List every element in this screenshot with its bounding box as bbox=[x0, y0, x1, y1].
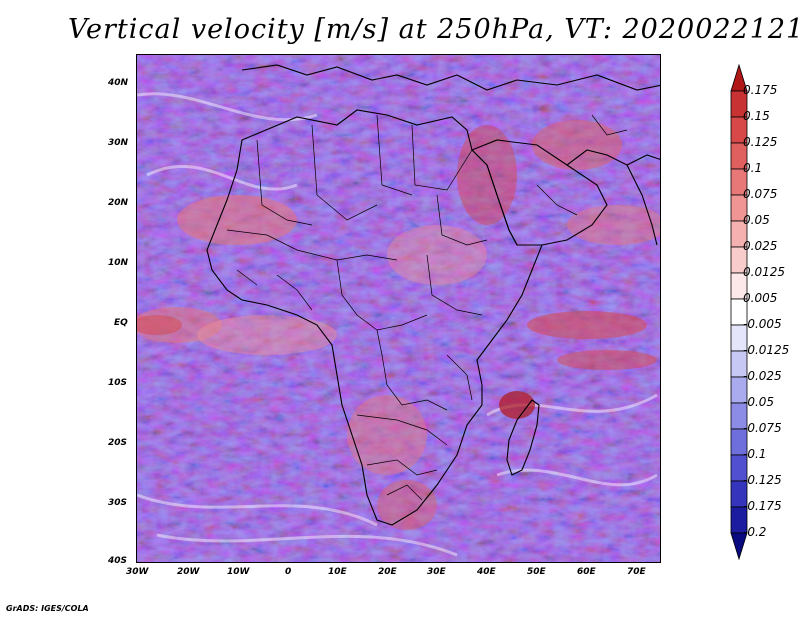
colorbar-label: 0.05 bbox=[743, 213, 770, 227]
colorbar-label: 0.1 bbox=[743, 161, 763, 175]
colorbar-label: 0.15 bbox=[743, 109, 770, 123]
colorbar-label: 0.175 bbox=[743, 83, 778, 97]
lon-tick-label: 60E bbox=[577, 567, 596, 577]
colorbar-label: -0.075 bbox=[743, 421, 782, 435]
lon-tick-label: 50E bbox=[527, 567, 546, 577]
colorbar-label: 0.125 bbox=[743, 135, 778, 149]
lon-tick-label: 0 bbox=[285, 567, 292, 577]
colorbar-label: 0.0125 bbox=[743, 265, 785, 279]
colorbar-label: -0.005 bbox=[743, 317, 782, 331]
colorbar-label: 0.005 bbox=[743, 291, 778, 305]
lon-tick-label: 20W bbox=[177, 567, 200, 577]
lat-tick-label: 40S bbox=[108, 556, 128, 566]
lon-tick-label: 30W bbox=[126, 567, 149, 577]
coastlines bbox=[206, 64, 660, 526]
lat-tick-label: 30S bbox=[108, 498, 128, 508]
colorbar-label: -0.05 bbox=[743, 395, 775, 409]
country-borders bbox=[226, 114, 628, 501]
lat-tick-label: 20S bbox=[108, 438, 128, 448]
colorbar-label: -0.025 bbox=[743, 369, 782, 383]
lon-tick-label: 40E bbox=[477, 567, 496, 577]
colorbar-bottom-arrow bbox=[730, 532, 748, 560]
colorbar-label: -0.2 bbox=[743, 525, 767, 539]
lat-tick-label: 40N bbox=[108, 78, 129, 88]
colorbar-label: 0.075 bbox=[743, 187, 778, 201]
lat-tick-label: 30N bbox=[108, 138, 129, 148]
lon-tick-label: 70E bbox=[627, 567, 646, 577]
lon-tick-label: 10E bbox=[328, 567, 347, 577]
credit-text: GrADS: IGES/COLA bbox=[6, 604, 89, 613]
lat-tick-label: EQ bbox=[114, 318, 128, 328]
map-panel bbox=[136, 54, 661, 563]
velocity-field-map bbox=[137, 55, 660, 562]
colorbar-label: 0.025 bbox=[743, 239, 778, 253]
lat-tick-label: 10N bbox=[108, 258, 129, 268]
chart-title: Vertical velocity [m/s] at 250hPa, VT: 2… bbox=[68, 14, 800, 45]
colorbar-label: -0.1 bbox=[743, 447, 767, 461]
lat-tick-label: 20N bbox=[108, 198, 129, 208]
upward-motion-regions bbox=[137, 120, 660, 530]
lon-tick-label: 20E bbox=[378, 567, 397, 577]
lon-tick-label: 10W bbox=[227, 567, 250, 577]
colorbar-label: -0.175 bbox=[743, 499, 782, 513]
colorbar-label: -0.0125 bbox=[743, 343, 790, 357]
lon-tick-label: 30E bbox=[427, 567, 446, 577]
colorbar-label: -0.125 bbox=[743, 473, 782, 487]
lat-tick-label: 10S bbox=[108, 378, 128, 388]
colorbar bbox=[730, 63, 748, 560]
